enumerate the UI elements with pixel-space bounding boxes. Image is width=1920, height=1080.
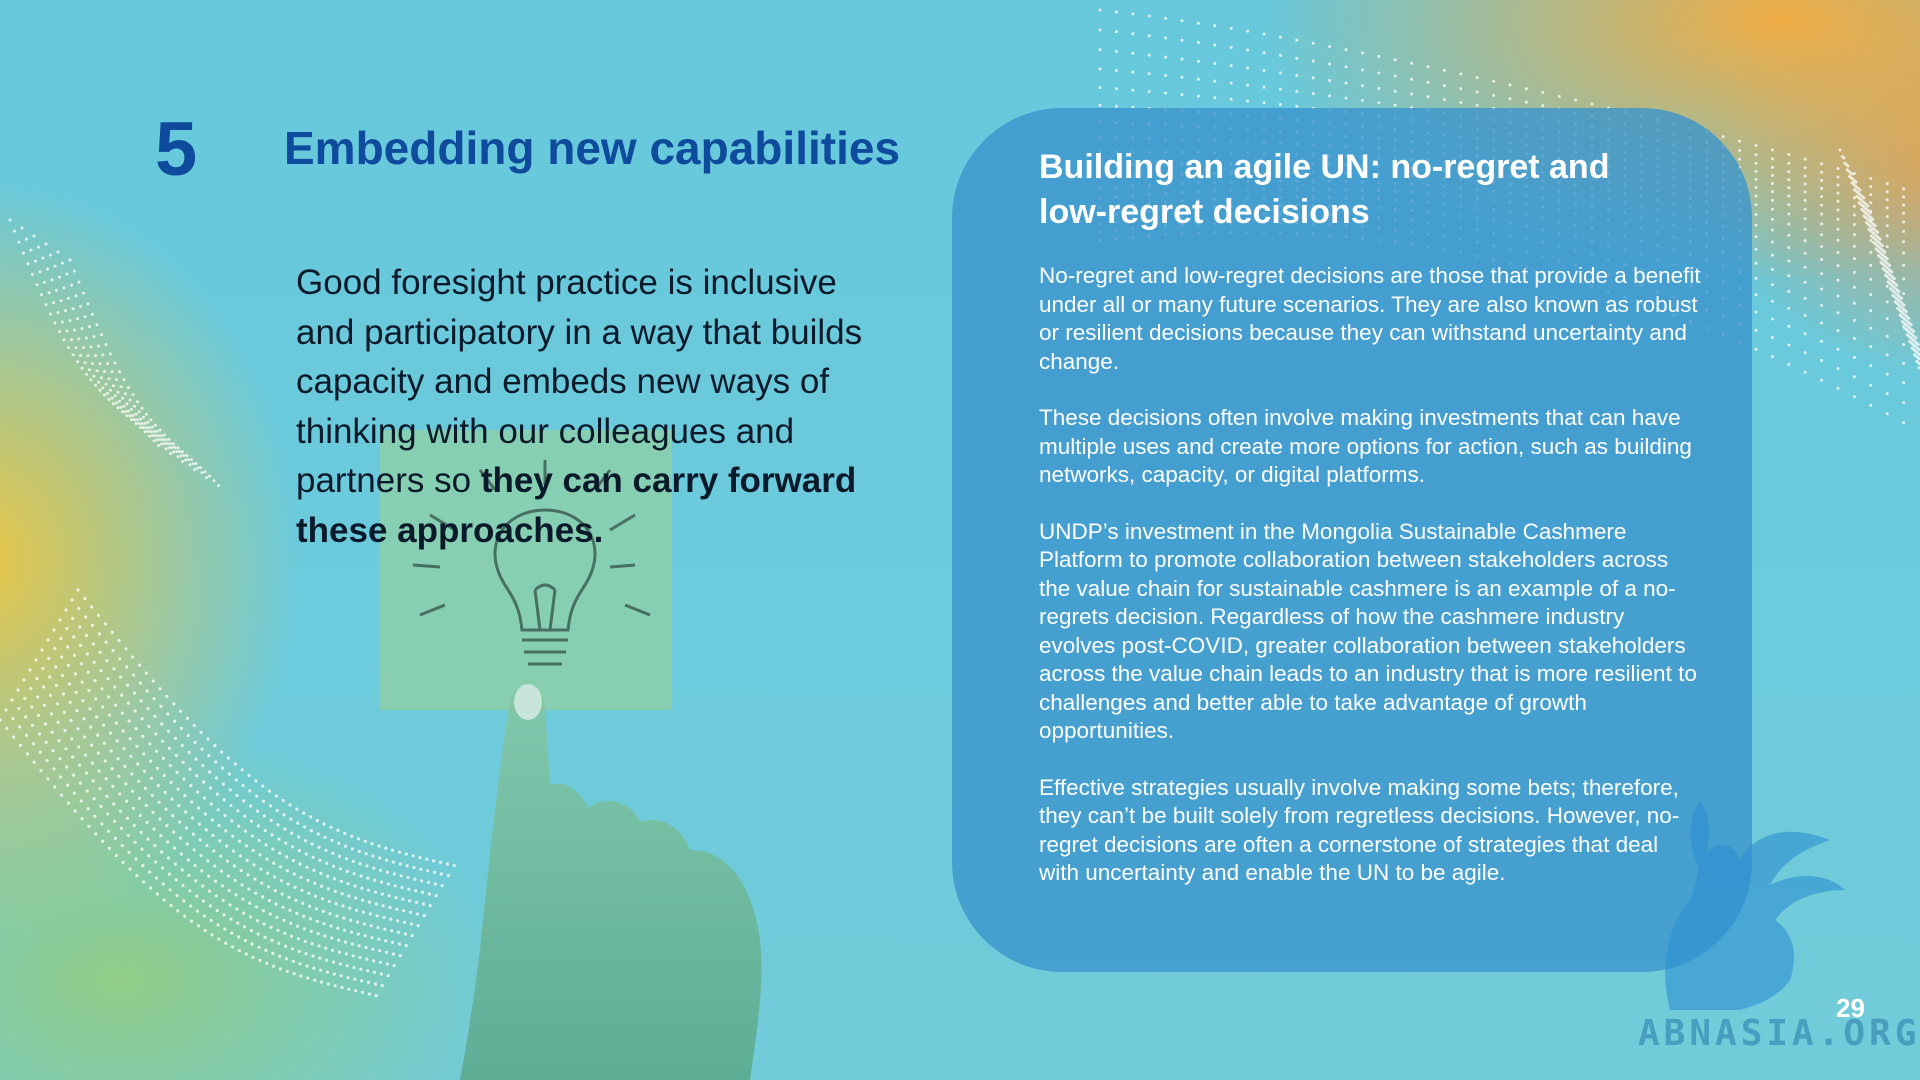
intro-paragraph: Good foresight practice is inclusive and… bbox=[296, 258, 896, 555]
page-number: 29 bbox=[1836, 993, 1865, 1023]
card-paragraph: No-regret and low-regret decisions are t… bbox=[1039, 263, 1701, 374]
page-title: Embedding new capabilities bbox=[284, 122, 901, 174]
card-body: No-regret and low-regret decisions are t… bbox=[1039, 262, 1701, 916]
intro-text: Good foresight practice is inclusive and… bbox=[296, 263, 863, 500]
sidebar-card bbox=[952, 108, 1752, 972]
intro-text-bold: they can carry forward these approaches. bbox=[296, 461, 857, 550]
card-title: Building an agile UN: no-regret and low-… bbox=[1039, 148, 1610, 231]
card-paragraph: UNDP’s investment in the Mongolia Sustai… bbox=[1039, 518, 1697, 744]
lightbulb-hand-photo bbox=[380, 430, 762, 1080]
watermark-text: ABNASIA.ORG bbox=[1638, 1013, 1920, 1054]
card-paragraph: Effective strategies usually involve mak… bbox=[1039, 774, 1680, 886]
card-paragraph: These decisions often involve making inv… bbox=[1039, 405, 1692, 487]
section-number: 5 bbox=[155, 107, 198, 192]
griffin-logo-icon bbox=[1665, 800, 1845, 1010]
